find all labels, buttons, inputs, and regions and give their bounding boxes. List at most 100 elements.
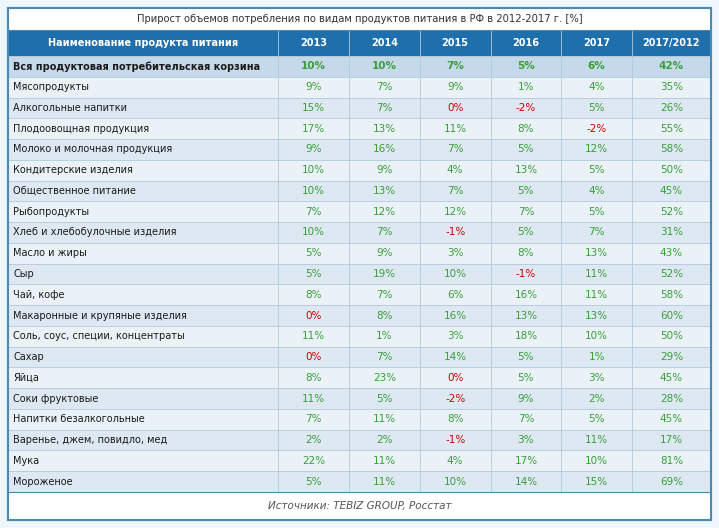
Text: 11%: 11% [302,331,325,341]
Bar [632,98,711,118]
Bar [8,56,278,77]
Text: 7%: 7% [376,352,393,362]
Bar [632,367,711,388]
Bar [8,118,278,139]
Bar [420,77,490,98]
Bar [8,8,711,30]
Bar [278,160,349,181]
Text: 50%: 50% [660,165,683,175]
Text: 8%: 8% [376,310,393,320]
Bar [632,409,711,430]
Text: 9%: 9% [518,393,534,403]
Bar [349,222,420,243]
Text: 17%: 17% [514,456,538,466]
Text: 42%: 42% [659,61,684,71]
Bar [632,243,711,263]
Bar [490,305,562,326]
Text: 12%: 12% [444,207,467,216]
Bar [8,430,278,450]
Text: 2014: 2014 [371,38,398,48]
Bar [420,243,490,263]
Text: 16%: 16% [444,310,467,320]
Bar [349,77,420,98]
Bar [349,243,420,263]
Text: 11%: 11% [585,269,608,279]
Text: 26%: 26% [660,103,683,113]
Bar [278,201,349,222]
Text: 7%: 7% [306,207,322,216]
Text: 13%: 13% [373,186,396,196]
Text: 10%: 10% [444,477,467,487]
Bar [8,263,278,285]
Bar [8,160,278,181]
Bar [490,450,562,471]
Bar [490,222,562,243]
Bar [349,305,420,326]
Text: Варенье, джем, повидло, мед: Варенье, джем, повидло, мед [13,435,168,445]
Text: 6%: 6% [447,290,464,300]
Bar [8,492,711,520]
Bar [562,347,632,367]
Bar [349,430,420,450]
Bar [490,367,562,388]
Bar [8,326,278,347]
Text: 4%: 4% [588,82,605,92]
Bar [8,305,278,326]
Bar [349,367,420,388]
Text: 2013: 2013 [301,38,327,48]
Text: Чай, кофе: Чай, кофе [13,290,65,300]
Bar [490,98,562,118]
Text: 1%: 1% [588,352,605,362]
Bar [8,450,278,471]
Bar [490,347,562,367]
Text: 10%: 10% [302,165,325,175]
Text: 45%: 45% [660,414,683,425]
Bar [632,56,711,77]
Bar [278,263,349,285]
Bar [632,305,711,326]
Bar [278,118,349,139]
Bar [420,326,490,347]
Bar [632,450,711,471]
Text: 17%: 17% [660,435,683,445]
Bar [349,56,420,77]
Text: 5%: 5% [518,228,534,238]
Text: 0%: 0% [447,103,463,113]
Text: 14%: 14% [444,352,467,362]
Bar [349,450,420,471]
Text: 11%: 11% [302,393,325,403]
Text: 2%: 2% [588,393,605,403]
Bar [562,30,632,56]
Text: Макаронные и крупяные изделия: Макаронные и крупяные изделия [13,310,187,320]
Bar [8,409,278,430]
Text: 1%: 1% [376,331,393,341]
Bar [632,118,711,139]
Bar [490,263,562,285]
Text: -1%: -1% [516,269,536,279]
Text: 10%: 10% [302,186,325,196]
Text: 7%: 7% [588,228,605,238]
Text: -1%: -1% [445,435,465,445]
Bar [8,30,278,56]
Bar [278,243,349,263]
Bar [278,77,349,98]
Bar [420,347,490,367]
Text: 17%: 17% [302,124,325,134]
Bar [349,263,420,285]
Bar [349,471,420,492]
Text: Сыр: Сыр [13,269,34,279]
Text: 7%: 7% [376,82,393,92]
Text: 5%: 5% [306,269,322,279]
Text: 18%: 18% [514,331,538,341]
Bar [562,409,632,430]
Bar [632,160,711,181]
Bar [490,30,562,56]
Text: Молоко и молочная продукция: Молоко и молочная продукция [13,145,173,154]
Text: Мясопродукты: Мясопродукты [13,82,89,92]
Bar [632,263,711,285]
Text: 45%: 45% [660,186,683,196]
Bar [490,326,562,347]
Text: Общественное питание: Общественное питание [13,186,136,196]
Text: 12%: 12% [373,207,396,216]
Text: 9%: 9% [447,82,464,92]
